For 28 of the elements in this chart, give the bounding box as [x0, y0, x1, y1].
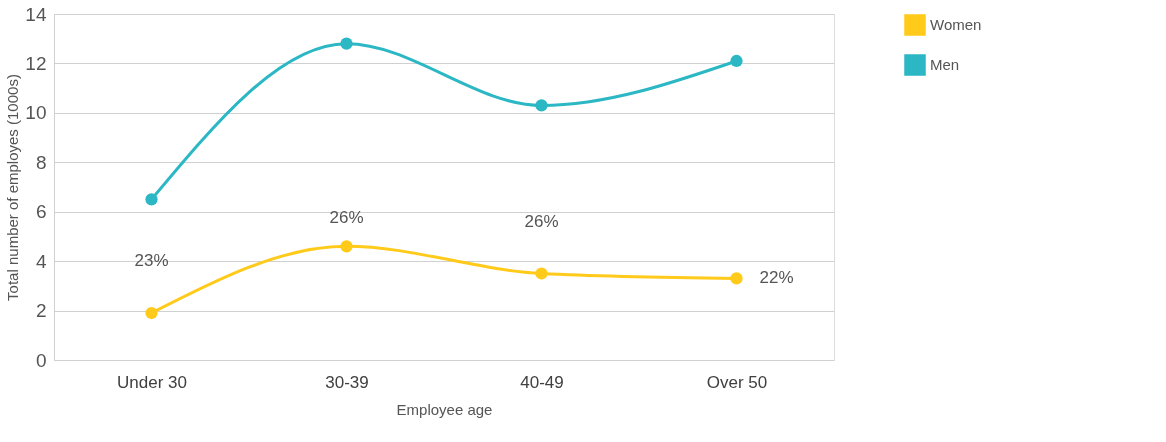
x-tick-label: 30-39	[325, 372, 369, 392]
y-tick-label: 8	[35, 151, 47, 173]
annotation: 23%	[134, 251, 169, 271]
point	[340, 240, 353, 253]
y-tick-label: 4	[35, 250, 47, 272]
y-tick-label: 0	[35, 349, 47, 371]
x-tick-label: Under 30	[117, 372, 187, 392]
point	[535, 99, 548, 112]
y-tick-label: 2	[35, 300, 47, 322]
y-tick-label: 6	[35, 201, 47, 223]
x-axis-title: Employee age	[396, 400, 493, 418]
y-axis-title: Total number of employes (1000s)	[4, 74, 22, 301]
point	[340, 37, 353, 50]
annotation: 22%	[759, 268, 794, 288]
point	[730, 272, 743, 285]
y-tick-label: 10	[25, 102, 47, 124]
legend-label: Women	[930, 16, 982, 33]
point	[535, 267, 548, 280]
legend-label: Men	[930, 56, 960, 73]
y-tick-label: 14	[25, 3, 47, 25]
x-tick-label: 40-49	[520, 372, 564, 392]
annotation: 26%	[524, 211, 559, 231]
annotation: 26%	[329, 208, 364, 228]
point	[730, 54, 743, 68]
x-tick-label: Over 50	[706, 372, 768, 392]
point	[145, 306, 158, 320]
point	[145, 193, 158, 206]
y-tick-label: 12	[25, 52, 47, 74]
